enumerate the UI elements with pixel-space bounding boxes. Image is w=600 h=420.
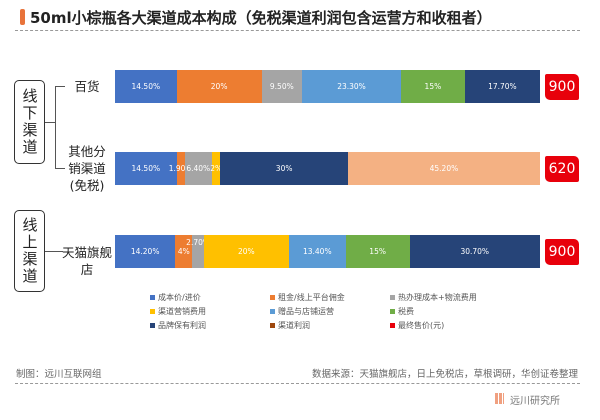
data-label: 9.50% (269, 82, 294, 91)
bar-segment: 6.40% (184, 152, 212, 185)
category-label-line: 其他分 (68, 144, 106, 159)
data-label: 30.70% (460, 247, 490, 256)
category-label: 天猫旗舰店 (62, 244, 112, 278)
legend-item: 渠道营销费用 (150, 306, 270, 317)
group-offline: 线下渠道 (14, 80, 45, 164)
bracket (55, 86, 65, 169)
legend-label: 品牌保有利润 (158, 321, 206, 330)
data-label: 20% (237, 247, 255, 256)
bar-segment: 23.30% (302, 70, 402, 103)
bar-segment: 15% (345, 235, 410, 268)
category-label-line: 天猫旗舰店 (62, 245, 113, 277)
data-label: 6.40% (186, 164, 211, 173)
legend-label: 渠道营销费用 (158, 307, 206, 316)
data-label: 2.70% (186, 238, 210, 247)
data-label: 14.50% (131, 82, 161, 91)
bar-segment: 2% (210, 152, 223, 185)
legend-item: 最终售价(元) (390, 320, 510, 331)
final-price-badge: 900 (545, 74, 579, 100)
category-label: 其他分销渠道 (免税) (62, 143, 112, 194)
legend-label: 税费 (398, 307, 414, 316)
data-label: 15% (369, 247, 386, 256)
bracket (45, 122, 55, 123)
logo-icon (495, 392, 505, 407)
legend-swatch (270, 323, 275, 328)
data-label: 23.30% (337, 82, 366, 91)
category-label-line: 销渠道 (68, 161, 106, 176)
category-label-line: (免税) (69, 178, 105, 193)
legend-swatch (150, 295, 155, 300)
chart-title: 50ml小棕瓶各大渠道成本构成（免税渠道利润包含运营方和收租者） (30, 9, 492, 27)
bar-segment: 13.40% (288, 235, 346, 268)
legend-item: 赠品与店铺运营 (270, 306, 390, 317)
data-label: 30% (275, 164, 293, 173)
footer-source: 数据来源：天猫旗舰店，日上免税店，草根调研，华创证卷整理 (311, 369, 578, 380)
bar-segment: 15% (401, 70, 465, 103)
divider (15, 30, 580, 31)
data-label: 17.70% (488, 82, 517, 91)
legend-swatch (390, 323, 395, 328)
legend-label: 赠品与店铺运营 (278, 307, 334, 316)
legend-item: 渠道利润 (270, 320, 390, 331)
data-label: 20% (210, 82, 228, 91)
category-label: 百货 (62, 78, 112, 95)
bar-segment: 2.70% (186, 235, 210, 268)
legend-item: 品牌保有利润 (150, 320, 270, 331)
data-label: 1.90% (168, 164, 193, 173)
footer-divider (15, 383, 580, 384)
bar-segment: 30% (220, 152, 348, 185)
title-accent (20, 9, 25, 25)
legend-item: 成本价/进价 (150, 292, 270, 303)
legend-label: 渠道利润 (278, 321, 310, 330)
category-label-line: 百货 (74, 79, 100, 94)
legend: 成本价/进价 租金/线上平台佣金 热办理成本+物流费用渠道营销费用 赠品与店铺运营 税费… (150, 292, 510, 331)
bar-segment: 14.50% (115, 70, 177, 103)
bar-segment: 17.70% (464, 70, 540, 103)
legend-swatch (150, 309, 155, 314)
data-label: 13.40% (302, 247, 332, 256)
bar-segment: 14.50% (115, 152, 177, 185)
data-label: 45.20% (429, 164, 459, 173)
bar-segment: 1.90% (169, 152, 193, 185)
logo: 远川研究所 (495, 392, 560, 407)
legend-label: 成本价/进价 (158, 293, 201, 302)
bar-segment: 45.20% (347, 152, 540, 185)
data-label: 4% (177, 247, 190, 256)
bar-segment: 20% (203, 235, 289, 268)
bar-segment: 4% (175, 235, 193, 268)
data-label: 14.50% (131, 164, 161, 173)
bar-segment: 14.20% (115, 235, 176, 268)
legend-swatch (390, 309, 395, 314)
bar-segment: 9.50% (261, 70, 302, 103)
legend-label: 租金/线上平台佣金 (278, 293, 345, 302)
legend-label: 热办理成本+物流费用 (398, 293, 477, 302)
legend-item: 热办理成本+物流费用 (390, 292, 510, 303)
bracket (45, 251, 63, 252)
data-label: 15% (424, 82, 442, 91)
legend-label: 最终售价(元) (398, 321, 445, 330)
final-price-badge: 620 (545, 156, 579, 182)
logo-text: 远川研究所 (510, 396, 560, 407)
legend-swatch (270, 295, 275, 300)
legend-swatch (150, 323, 155, 328)
legend-swatch (390, 295, 395, 300)
footer-credit: 制图：远川互联网组 (16, 369, 102, 380)
final-price-badge: 900 (545, 239, 579, 265)
bar-segment: 30.70% (409, 235, 540, 268)
legend-swatch (270, 309, 275, 314)
data-label: 14.20% (130, 247, 160, 256)
data-label: 2% (210, 164, 223, 173)
group-online: 线上渠道 (14, 210, 45, 292)
legend-item: 租金/线上平台佣金 (270, 292, 390, 303)
legend-item: 税费 (390, 306, 510, 317)
bar-segment: 20% (176, 70, 262, 103)
